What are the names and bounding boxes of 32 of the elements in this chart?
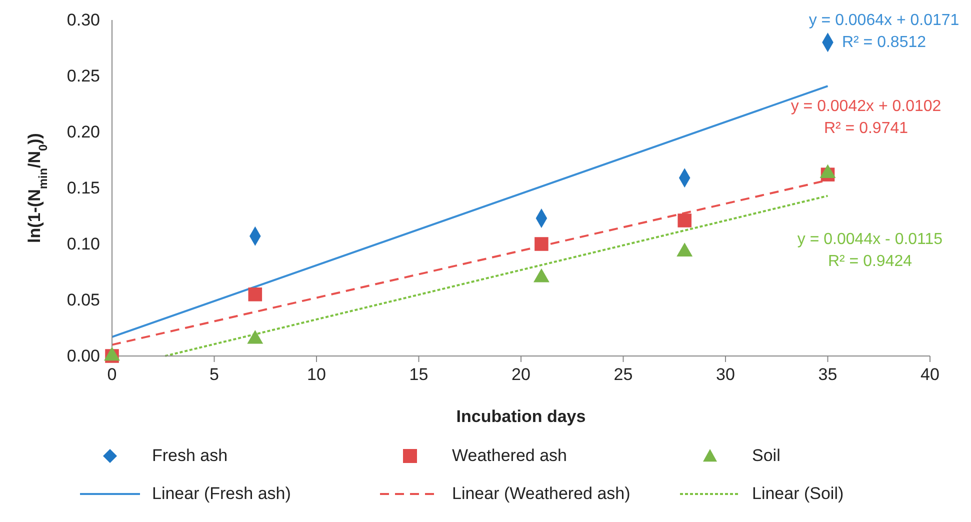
point <box>248 288 262 302</box>
x-tick-label: 10 <box>307 365 326 384</box>
annotation: R² = 0.9424 <box>826 253 914 271</box>
annotation: R² = 0.9741 <box>822 120 910 138</box>
y-tick-label: 0.20 <box>66 122 100 142</box>
legend-label: Linear (Weathered ash) <box>452 484 630 504</box>
x-tick-label: 35 <box>818 365 838 384</box>
legend-label: Weathered ash <box>452 446 567 466</box>
x-tick-label: 0 <box>107 365 117 384</box>
x-axis-title: Incubation days <box>456 407 586 426</box>
legend-label: Fresh ash <box>152 446 228 466</box>
legend-label: Soil <box>752 446 780 466</box>
y-tick-label: 0.30 <box>66 10 100 30</box>
annotation: R² = 0.8512 <box>840 34 928 52</box>
y-tick-label: 0.10 <box>66 234 100 254</box>
x-tick-label: 40 <box>920 365 940 384</box>
annotation: y = 0.0042x + 0.0102 <box>790 98 942 116</box>
point <box>534 237 548 251</box>
x-tick-label: 30 <box>716 365 735 384</box>
x-tick-label: 15 <box>409 365 428 384</box>
y-tick-label: 0.15 <box>66 178 100 198</box>
x-tick-label: 5 <box>210 365 219 384</box>
y-tick-label: 0.05 <box>66 290 100 310</box>
point <box>678 214 692 228</box>
annotation: y = 0.0064x + 0.0171 <box>808 12 960 30</box>
y-tick-label: 0.25 <box>66 66 100 86</box>
x-tick-label: 25 <box>614 365 633 384</box>
legend-label: Linear (Fresh ash) <box>152 484 291 504</box>
legend-label: Linear (Soil) <box>752 484 844 504</box>
annotation: y = 0.0044x - 0.0115 <box>796 231 944 249</box>
x-tick-label: 20 <box>512 365 530 384</box>
y-tick-label: 0.00 <box>66 346 100 366</box>
